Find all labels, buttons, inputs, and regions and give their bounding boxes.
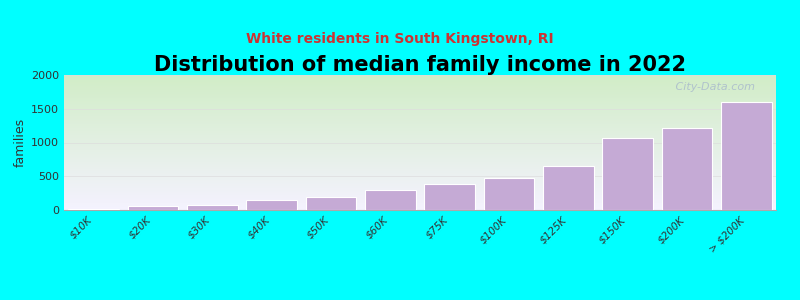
Bar [543,166,594,210]
Bar [365,190,415,210]
Bar [246,200,297,210]
Bar [484,178,534,210]
Bar [602,138,653,210]
Bar [306,196,356,210]
Y-axis label: families: families [14,118,27,167]
Text: White residents in South Kingstown, RI: White residents in South Kingstown, RI [246,32,554,46]
Title: Distribution of median family income in 2022: Distribution of median family income in … [154,55,686,75]
Text: City-Data.com: City-Data.com [672,82,754,92]
Bar [425,184,475,210]
Bar [662,128,712,210]
Bar [187,205,238,210]
Bar [69,209,119,210]
Bar [721,102,771,210]
Bar [128,206,178,210]
